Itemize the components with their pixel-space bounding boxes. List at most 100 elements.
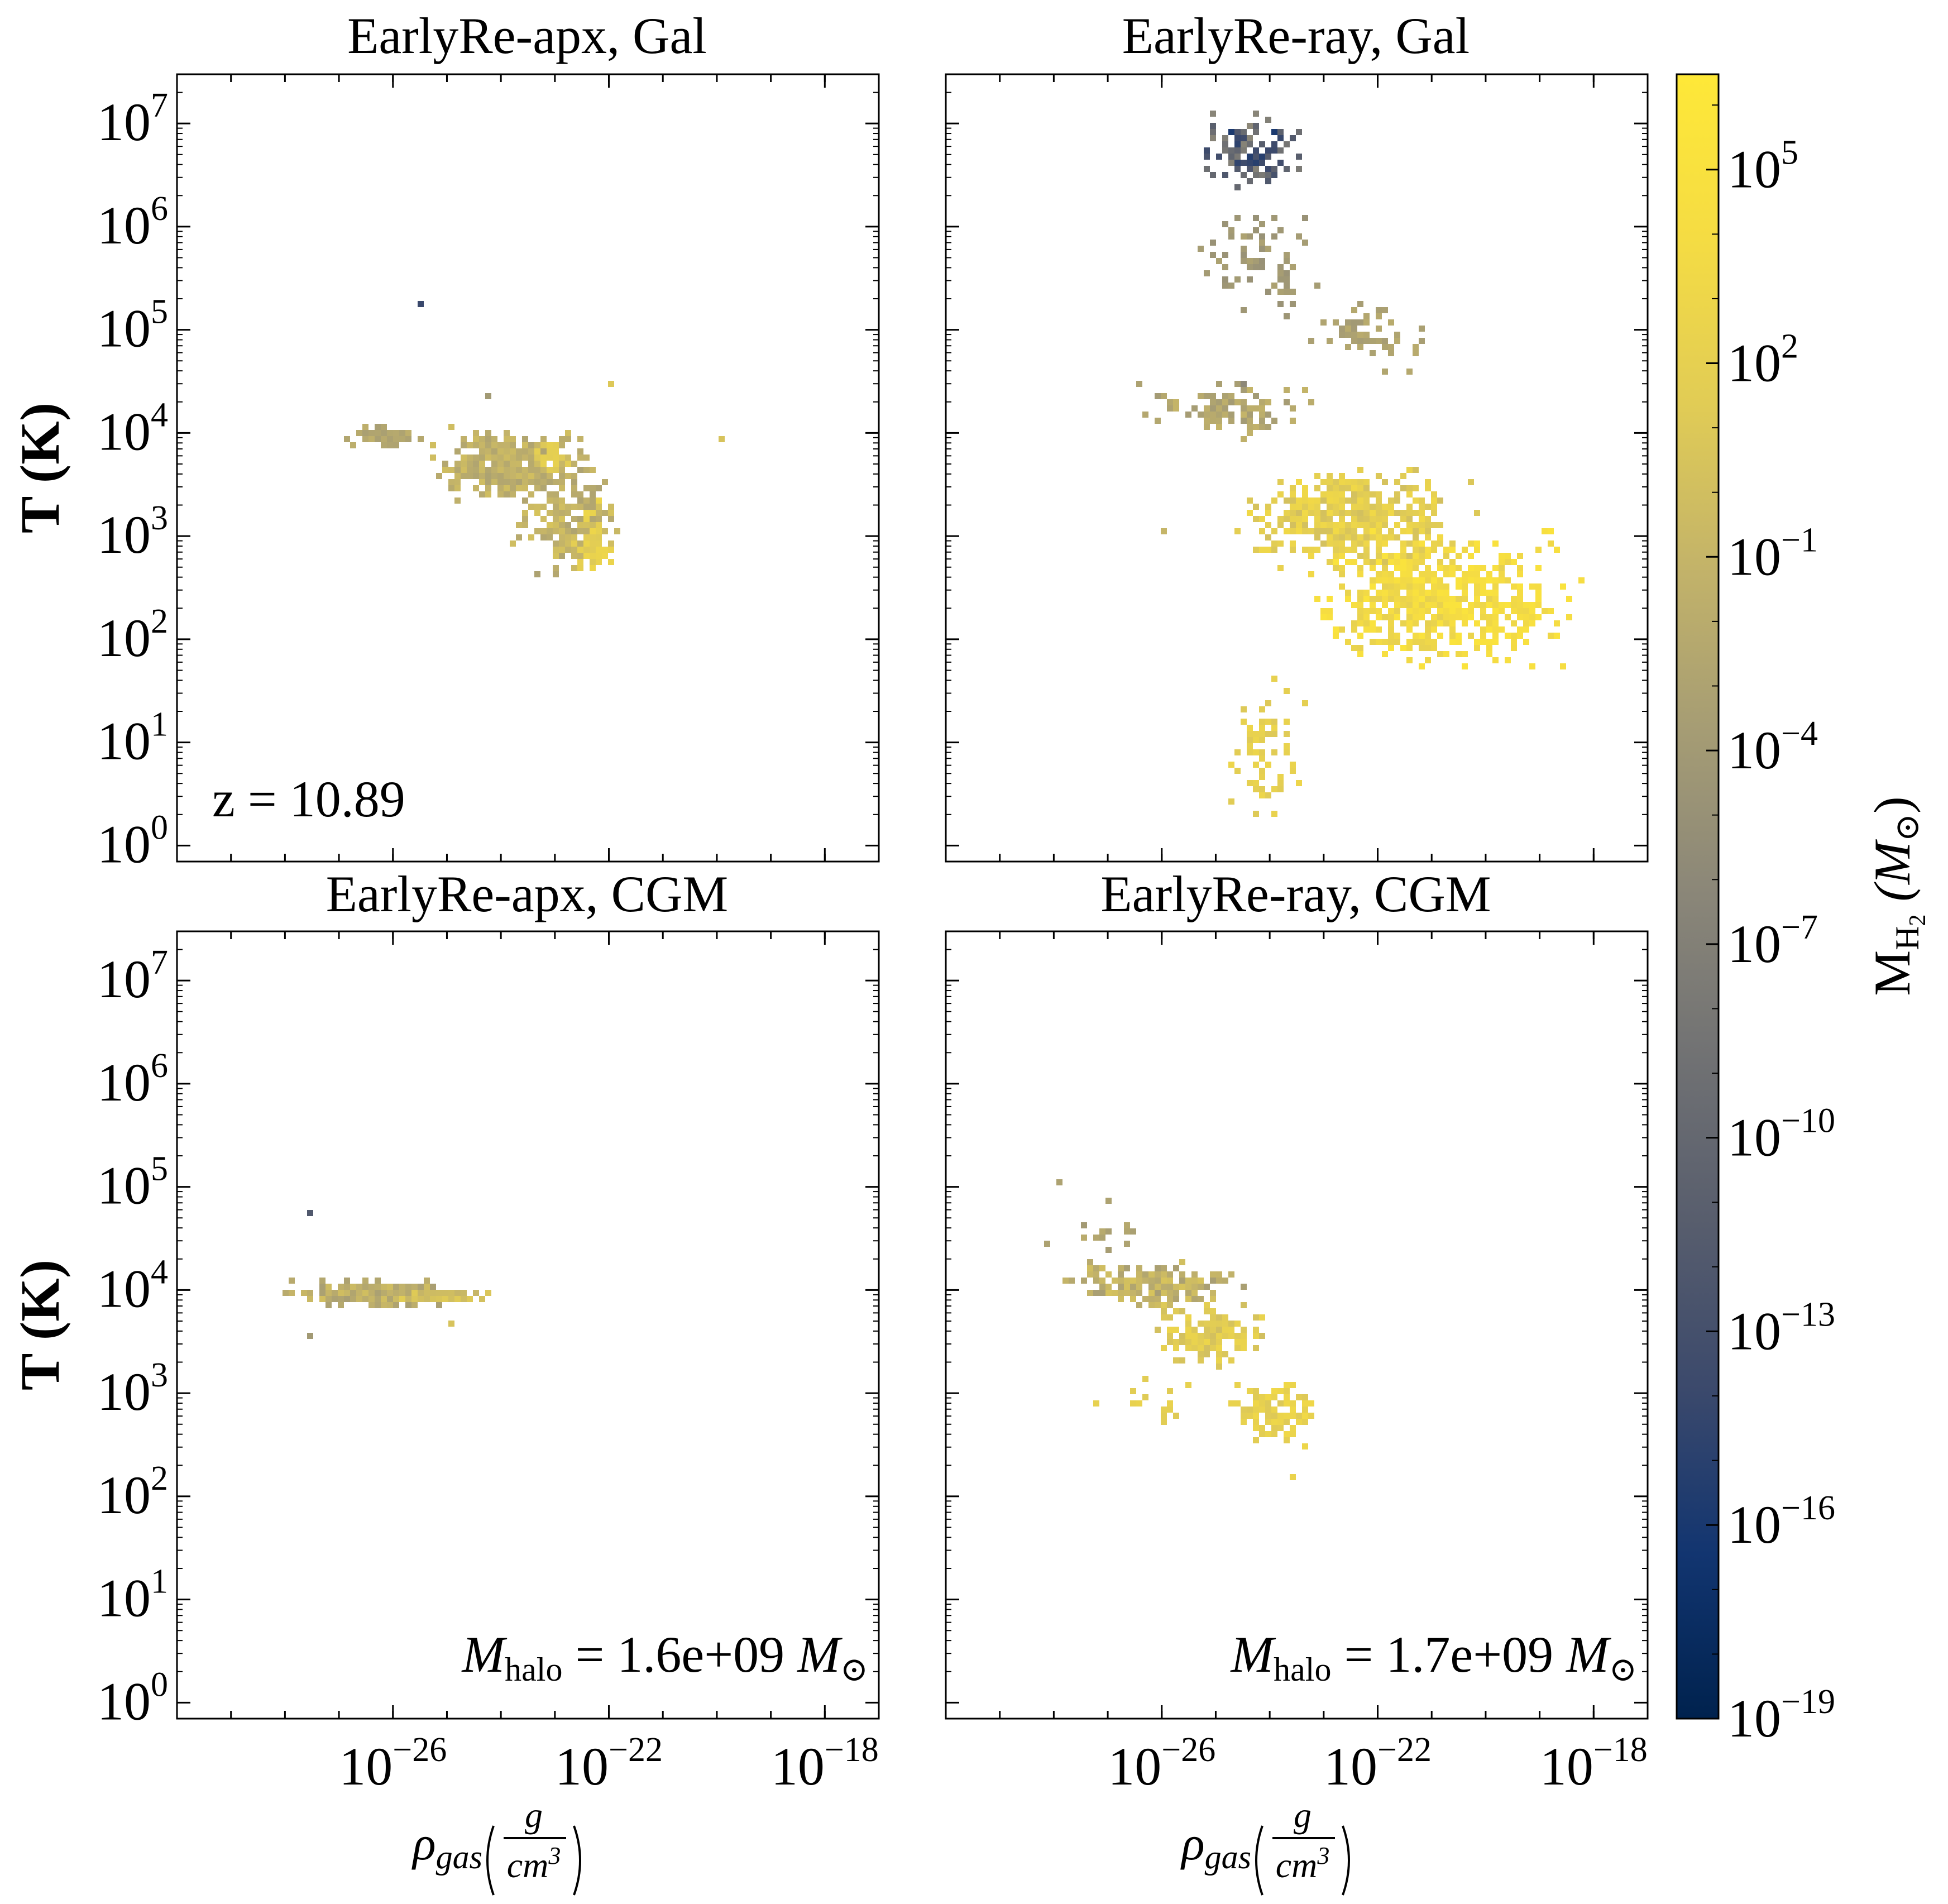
heatmap-cell — [1148, 1271, 1155, 1278]
heatmap-cell — [1253, 258, 1259, 264]
heatmap-cell — [1492, 577, 1499, 583]
heatmap-cell — [1259, 258, 1265, 264]
heatmap-cell — [1363, 504, 1370, 510]
heatmap-cell — [1148, 1278, 1155, 1284]
heatmap-cell — [1284, 283, 1290, 289]
redshift-annotation: z = 10.89 — [212, 771, 405, 827]
heatmap-cell — [289, 1290, 295, 1296]
heatmap-cell — [1277, 147, 1284, 154]
heatmap-cell — [1382, 553, 1388, 559]
heatmap-cell — [1124, 1278, 1130, 1284]
heatmap-cell — [1351, 559, 1357, 565]
heatmap-cell — [1492, 614, 1499, 620]
heatmap-cell — [1425, 565, 1431, 571]
heatmap-cell — [1241, 1419, 1247, 1425]
heatmap-cell — [1277, 1425, 1284, 1431]
svg-text:g: g — [525, 1795, 543, 1835]
heatmap-cell — [602, 547, 608, 553]
colorbar-tick-label: 105 — [1727, 134, 1798, 199]
heatmap-cell — [1284, 1382, 1290, 1388]
heatmap-cell — [1443, 596, 1449, 602]
heatmap-cell — [1216, 418, 1222, 424]
heatmap-cell — [1118, 1296, 1124, 1302]
heatmap-cell — [1105, 1290, 1112, 1296]
heatmap-cell — [1210, 1296, 1216, 1302]
heatmap-cell — [1351, 528, 1357, 534]
heatmap-cell — [1320, 510, 1327, 516]
heatmap-cell — [1480, 639, 1486, 645]
heatmap-cell — [1535, 547, 1542, 553]
heatmap-cell — [1290, 418, 1296, 424]
heatmap-cell — [577, 522, 583, 528]
heatmap-cell — [1357, 553, 1363, 559]
y-tick-label: 102 — [97, 1460, 168, 1525]
heatmap-cell — [1241, 172, 1247, 178]
heatmap-cell — [1388, 620, 1394, 626]
heatmap-cell — [559, 540, 565, 547]
heatmap-cell — [1345, 326, 1351, 332]
y-tick-label: 100 — [97, 1666, 168, 1731]
heatmap-cell — [608, 381, 614, 387]
heatmap-cell — [1554, 633, 1560, 639]
heatmap-cell — [1302, 387, 1308, 393]
heatmap-cell — [1486, 571, 1492, 577]
heatmap-cells — [1044, 1179, 1314, 1480]
heatmap-cell — [1247, 780, 1253, 786]
heatmap-cell — [1357, 651, 1363, 657]
heatmap-cell — [1376, 596, 1382, 602]
colorbar-tick-label: 10−1 — [1727, 521, 1818, 586]
heatmap-cell — [1302, 1394, 1308, 1400]
heatmap-cell — [1314, 534, 1320, 540]
heatmap-cell — [1351, 540, 1357, 547]
heatmap-cell — [1327, 485, 1333, 491]
heatmap-cell — [1271, 1407, 1277, 1413]
heatmap-cell — [479, 461, 485, 467]
heatmap-cell — [461, 442, 467, 448]
heatmap-cell — [1271, 147, 1277, 154]
heatmap-cell — [479, 491, 485, 497]
heatmap-cell — [1382, 651, 1388, 657]
heatmap-cell — [1413, 528, 1419, 534]
heatmap-cell — [577, 565, 583, 571]
heatmap-cell — [1357, 540, 1363, 547]
heatmap-cell — [1167, 1296, 1173, 1302]
heatmap-cell — [1419, 614, 1425, 620]
heatmap-cell — [1357, 596, 1363, 602]
heatmap-cell — [1529, 614, 1535, 620]
heatmap-cell — [1271, 676, 1277, 682]
heatmap-cell — [1327, 516, 1333, 522]
heatmap-cell — [485, 485, 491, 491]
heatmap-cell — [1284, 1431, 1290, 1437]
heatmap-cell — [1296, 510, 1302, 516]
heatmap-cell — [1474, 540, 1480, 547]
heatmap-cell — [1191, 1271, 1198, 1278]
heatmap-cell — [1314, 510, 1320, 516]
heatmap-cell — [1357, 467, 1363, 473]
heatmap-cell — [1259, 1431, 1265, 1437]
heatmap-cell — [553, 497, 559, 504]
heatmap-cell — [1247, 405, 1253, 412]
heatmap-cell — [479, 479, 485, 485]
colorbar-frame — [1676, 73, 1720, 1720]
heatmap-cell — [497, 473, 504, 479]
heatmap-cell — [1234, 129, 1241, 135]
heatmap-cell — [571, 553, 577, 559]
heatmap-cell — [1357, 633, 1363, 639]
heatmap-cell — [399, 1296, 405, 1302]
heatmap-cell — [577, 528, 583, 534]
heatmap-cell — [1247, 497, 1253, 504]
heatmap-cell — [528, 534, 534, 540]
heatmap-cell — [1388, 614, 1394, 620]
heatmap-cell — [1339, 510, 1345, 516]
heatmap-cell — [418, 1284, 424, 1290]
heatmap-cell — [1376, 522, 1382, 528]
heatmap-cell — [1308, 497, 1314, 504]
y-tick-label: 102 — [97, 602, 168, 668]
heatmap-cell — [1548, 528, 1554, 534]
heatmap-cell — [1511, 583, 1517, 590]
heatmap-cell — [1228, 798, 1234, 805]
heatmap-cell — [1198, 412, 1204, 418]
heatmap-cell — [1142, 1278, 1148, 1284]
heatmap-cell — [1290, 1382, 1296, 1388]
heatmap-cell — [1474, 602, 1480, 608]
